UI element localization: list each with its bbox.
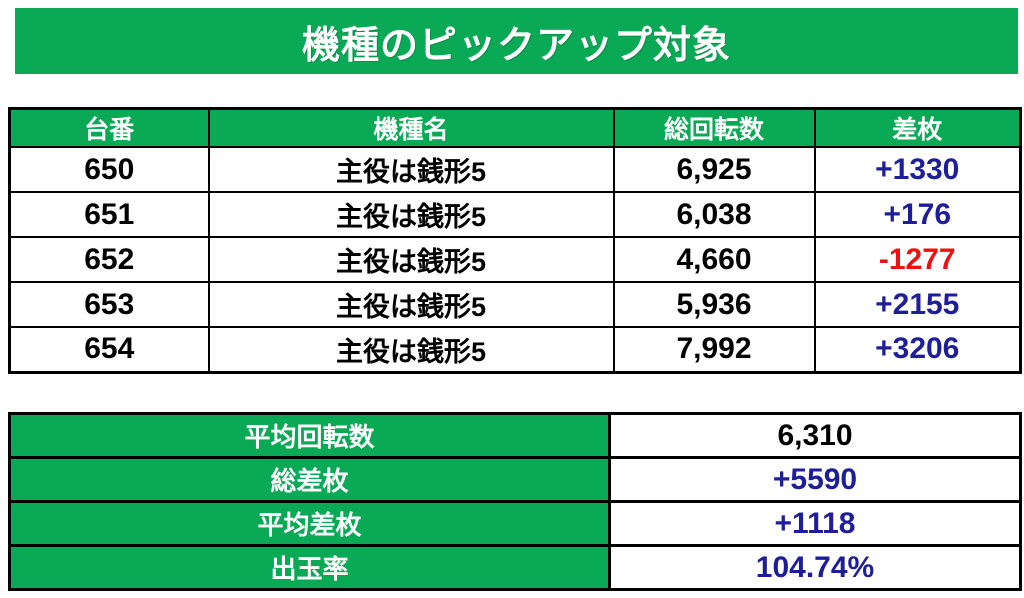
machine-name-cell: 主役は銭形5 [207,281,615,328]
medal-diff-cell: -1277 [813,236,1022,283]
machine-name-cell: 主役は銭形5 [207,326,615,373]
machine-name-cell: 主役は銭形5 [207,191,615,238]
medal-diff-cell: +176 [813,191,1022,238]
machine-row: 650 主役は銭形5 6,925 +1330 [8,146,1022,193]
page-title: 機種のピックアップ対象 [301,24,731,67]
summary-label-total-diff: 総差枚 [8,456,611,503]
medal-diff-cell: +3206 [813,326,1022,373]
machine-number-cell: 651 [8,191,210,238]
machine-table-header-row: 台番 機種名 総回転数 差枚 [8,107,1022,148]
machine-number-cell: 652 [8,236,210,283]
machine-number-cell: 654 [8,326,210,373]
summary-value-avg-diff: +1118 [608,500,1022,547]
machine-number-cell: 653 [8,281,210,328]
total-spins-cell: 5,936 [612,281,816,328]
total-spins-cell: 4,660 [612,236,816,283]
medal-diff-cell: +2155 [813,281,1022,328]
summary-row: 平均差枚 +1118 [8,500,1022,547]
machine-row: 654 主役は銭形5 7,992 +3206 [8,326,1022,373]
header-total-spins: 総回転数 [612,107,816,148]
summary-value-avg-spins: 6,310 [608,412,1022,459]
machine-row: 653 主役は銭形5 5,936 +2155 [8,281,1022,328]
summary-label-avg-spins: 平均回転数 [8,412,611,459]
summary-row: 出玉率 104.74% [8,544,1022,591]
total-spins-cell: 6,925 [612,146,816,193]
summary-value-total-diff: +5590 [608,456,1022,503]
medal-diff-cell: +1330 [813,146,1022,193]
header-machine-number: 台番 [8,107,210,148]
title-banner: 機種のピックアップ対象 [15,8,1018,74]
machine-row: 652 主役は銭形5 4,660 -1277 [8,236,1022,283]
summary-label-avg-diff: 平均差枚 [8,500,611,547]
machine-table: 台番 機種名 総回転数 差枚 650 主役は銭形5 6,925 +1330 65… [8,107,1022,374]
machine-name-cell: 主役は銭形5 [207,236,615,283]
machine-number-cell: 650 [8,146,210,193]
summary-value-payout-rate: 104.74% [608,544,1022,591]
summary-label-payout-rate: 出玉率 [8,544,611,591]
header-machine-name: 機種名 [207,107,615,148]
summary-row: 総差枚 +5590 [8,456,1022,503]
total-spins-cell: 6,038 [612,191,816,238]
machine-name-cell: 主役は銭形5 [207,146,615,193]
machine-row: 651 主役は銭形5 6,038 +176 [8,191,1022,238]
header-medal-diff: 差枚 [813,107,1022,148]
summary-row: 平均回転数 6,310 [8,412,1022,459]
summary-table: 平均回転数 6,310 総差枚 +5590 平均差枚 +1118 出玉率 104… [8,412,1022,591]
total-spins-cell: 7,992 [612,326,816,373]
